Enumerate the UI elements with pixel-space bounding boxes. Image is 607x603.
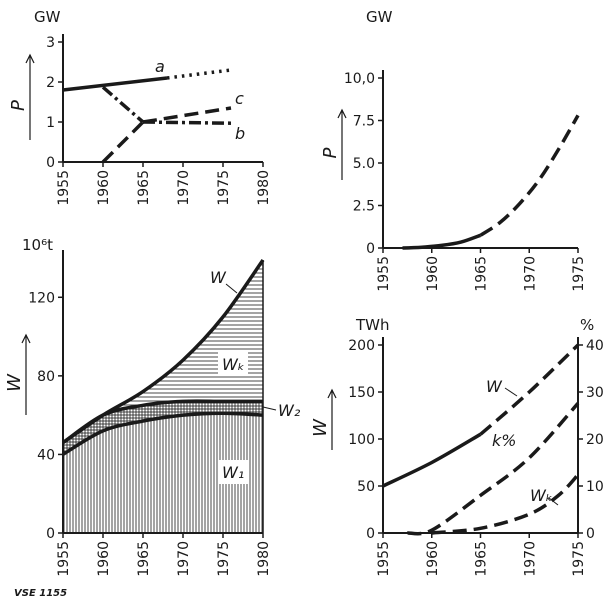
series-line: [62, 76, 168, 92]
x-tick-label: 1960: [96, 170, 112, 206]
y-tick-label: 1: [46, 115, 55, 131]
series-line: [407, 402, 580, 536]
y-tick-label: 10,0: [344, 71, 375, 87]
series-line: [142, 106, 232, 124]
label-bg: [218, 460, 248, 484]
series-line: [402, 233, 482, 250]
y-axis-label: W: [310, 418, 331, 437]
y-tick-label: 2: [46, 75, 55, 91]
x-tick-label: 1965: [136, 541, 152, 577]
region-label-wk: Wₖ: [222, 355, 245, 374]
y-tick-label-right: 0: [586, 526, 595, 542]
series-label-w: W: [486, 377, 503, 396]
y-unit-right: %: [580, 316, 594, 334]
y-axis-arrowhead: [337, 108, 347, 119]
y-tick-label-right: 20: [586, 432, 604, 448]
y-tick-label: 7.5: [353, 114, 375, 130]
chart-fuel-mass: 0 40 80 120 1955 1960 1965 1970 1975 1980 10⁶t W W Wₖ…: [4, 236, 301, 577]
y-tick-label-right: 40: [586, 338, 604, 354]
chart-power-capacity-growth: GW 0 2.5 5.0 7.5 10,0 1955 1960 1965 1970 1975 P: [320, 8, 587, 292]
series-label-w: W: [210, 268, 227, 287]
y-tick-label-right: 10: [586, 479, 604, 495]
y-tick-label: 0: [366, 241, 375, 257]
series-label-k: k%: [492, 431, 516, 450]
x-tick-label: 1975: [216, 541, 232, 577]
y-tick-label: 150: [348, 385, 375, 401]
y-unit: GW: [366, 8, 393, 26]
x-tick-label: 1960: [425, 541, 441, 577]
y-tick-label: 0: [46, 155, 55, 171]
x-tick-label: 1975: [571, 541, 587, 577]
y-tick-label: 200: [348, 338, 375, 354]
area-wk: [63, 260, 263, 443]
series-line: [166, 68, 232, 80]
y-tick-label: 3: [46, 35, 55, 51]
x-tick-label: 1960: [96, 541, 112, 577]
y-tick-label: 80: [37, 369, 55, 385]
x-tick-label: 1965: [474, 541, 490, 577]
y-axis-label: P: [8, 100, 29, 111]
series-line: [101, 120, 145, 164]
y-unit: 10⁶t: [22, 236, 53, 254]
y-tick-label-right: 30: [586, 385, 604, 401]
y-tick-label: 0: [46, 526, 55, 542]
series-label-c: c: [235, 89, 244, 108]
y-axis-label: P: [320, 147, 341, 158]
y-unit-left: TWh: [355, 316, 390, 334]
x-tick-label: 1975: [216, 170, 232, 206]
y-tick-label: 100: [348, 432, 375, 448]
y-tick-label: 5.0: [353, 156, 375, 172]
x-tick-label: 1980: [256, 541, 272, 577]
area-w1: [63, 413, 263, 533]
x-tick-label: 1955: [376, 541, 392, 577]
chart-energy-share: TWh % 0 50 100 150 200 0 10 20 30 40 1955 1960 1965 197…: [310, 316, 604, 577]
x-tick-label: 1955: [56, 541, 72, 577]
x-tick-label: 1960: [425, 256, 441, 292]
series-label-w1: W₁: [222, 463, 244, 482]
x-tick-label: 1955: [56, 170, 72, 206]
x-tick-label: 1970: [176, 170, 192, 206]
y-tick-label: 2.5: [353, 199, 375, 215]
label-leader: [504, 387, 518, 397]
x-tick-label: 1970: [176, 541, 192, 577]
label-bg: [218, 352, 248, 376]
series-line: [382, 432, 482, 488]
x-tick-label: 1965: [136, 170, 152, 206]
series-line: [479, 343, 580, 436]
series-line: [431, 473, 580, 535]
series-label-b: b: [235, 124, 245, 143]
y-axis-arrowhead: [25, 53, 35, 64]
x-tick-label: 1975: [571, 256, 587, 292]
label-bg: [206, 266, 232, 288]
x-tick-label: 1970: [522, 256, 538, 292]
series-line: [101, 85, 145, 124]
x-tick-label: 1955: [376, 256, 392, 292]
x-tick-label: 1965: [474, 256, 490, 292]
series-line: [62, 411, 264, 456]
area-w2: [63, 401, 263, 455]
series-label-a: a: [155, 57, 165, 76]
y-tick-label: 0: [366, 526, 375, 542]
label-leader: [225, 283, 238, 294]
y-axis-label: W: [4, 373, 25, 392]
series-label-w2: W₂: [278, 401, 301, 420]
x-tick-label: 1980: [256, 170, 272, 206]
y-unit: GW: [34, 8, 61, 26]
label-leader: [262, 406, 277, 411]
series-line: [142, 120, 232, 125]
y-tick-label: 120: [28, 290, 55, 306]
chart-power-capacity-small: GW 0 1 2 3 1955 1960 1965 1970 1975 1980 Pa bc: [8, 8, 272, 206]
y-axis-arrowhead: [327, 388, 337, 399]
label-leader: [548, 497, 559, 506]
y-axis-arrowhead: [21, 333, 31, 344]
series-label-wk: Wₖ: [530, 486, 553, 505]
x-tick-label: 1970: [522, 541, 538, 577]
series-line: [479, 114, 580, 237]
series-line: [62, 258, 265, 445]
figure-footer: VSE 1155: [14, 588, 67, 599]
y-tick-label: 50: [357, 479, 375, 495]
y-tick-label: 40: [37, 447, 55, 463]
